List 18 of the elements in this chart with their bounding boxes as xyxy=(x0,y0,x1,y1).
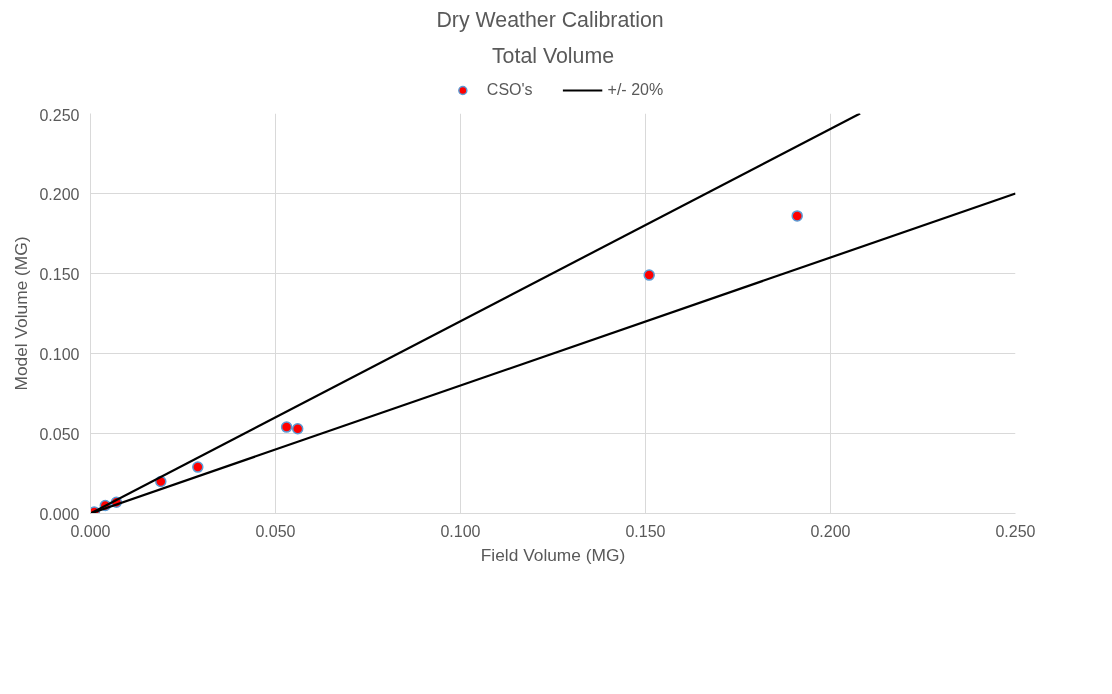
x-tick-label: 0.250 xyxy=(995,522,1036,540)
chart-subtitle: Total Volume xyxy=(491,43,615,68)
y-tick-label: 0.200 xyxy=(39,185,80,203)
y-tick-label: 0.050 xyxy=(39,425,80,443)
y-tick-label: 0.000 xyxy=(39,505,80,523)
y-tick-label: 0.250 xyxy=(39,106,80,124)
legend-label: +/- 20% xyxy=(607,81,664,99)
y-tick-label: 0.100 xyxy=(39,345,80,363)
legend-label: CSO's xyxy=(486,81,533,99)
chart-title: Dry Weather Calibration xyxy=(436,7,664,32)
x-axis-title: Field Volume (MG) xyxy=(480,544,626,565)
x-tick-label: 0.000 xyxy=(70,522,111,540)
y-axis-title: Model Volume (MG) xyxy=(11,236,32,391)
y-tick-label: 0.150 xyxy=(39,265,80,283)
x-tick-label: 0.200 xyxy=(810,522,851,540)
x-tick-label: 0.100 xyxy=(440,522,481,540)
x-tick-label: 0.150 xyxy=(625,522,666,540)
x-tick-label: 0.050 xyxy=(255,522,296,540)
